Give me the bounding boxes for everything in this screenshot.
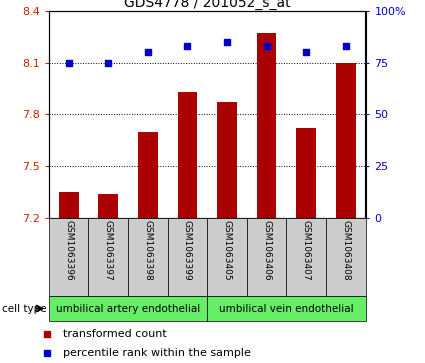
Point — [263, 43, 270, 49]
Bar — [207, 296, 366, 321]
Title: GDS4778 / 201052_s_at: GDS4778 / 201052_s_at — [124, 0, 291, 10]
Bar — [207, 218, 247, 296]
Bar — [59, 192, 79, 218]
Bar — [286, 218, 326, 296]
Point — [184, 43, 191, 49]
Bar — [98, 194, 118, 218]
Bar — [49, 296, 207, 321]
Text: GSM1063396: GSM1063396 — [64, 220, 73, 281]
Bar — [167, 218, 207, 296]
Text: umbilical artery endothelial: umbilical artery endothelial — [56, 303, 200, 314]
Bar — [178, 92, 197, 218]
Text: GSM1063397: GSM1063397 — [104, 220, 113, 281]
Bar — [128, 218, 167, 296]
Point — [65, 60, 72, 66]
Bar — [247, 218, 286, 296]
Point — [303, 49, 309, 55]
Text: GSM1063399: GSM1063399 — [183, 220, 192, 281]
Text: cell type: cell type — [2, 303, 47, 314]
Bar — [49, 218, 88, 296]
Text: umbilical vein endothelial: umbilical vein endothelial — [219, 303, 354, 314]
Text: GSM1063408: GSM1063408 — [341, 220, 350, 281]
Bar — [88, 218, 128, 296]
Point — [144, 49, 151, 55]
Text: GSM1063407: GSM1063407 — [302, 220, 311, 281]
Bar — [296, 128, 316, 218]
Text: transformed count: transformed count — [63, 329, 167, 339]
Bar — [257, 33, 276, 218]
Text: GSM1063406: GSM1063406 — [262, 220, 271, 281]
Bar — [326, 218, 366, 296]
Point — [105, 60, 112, 66]
Bar — [138, 132, 158, 218]
Point — [342, 43, 349, 49]
Point — [224, 39, 230, 45]
Text: GSM1063405: GSM1063405 — [222, 220, 232, 281]
Text: percentile rank within the sample: percentile rank within the sample — [63, 347, 251, 358]
Bar — [217, 102, 237, 218]
Bar — [336, 63, 356, 218]
Text: GSM1063398: GSM1063398 — [143, 220, 152, 281]
